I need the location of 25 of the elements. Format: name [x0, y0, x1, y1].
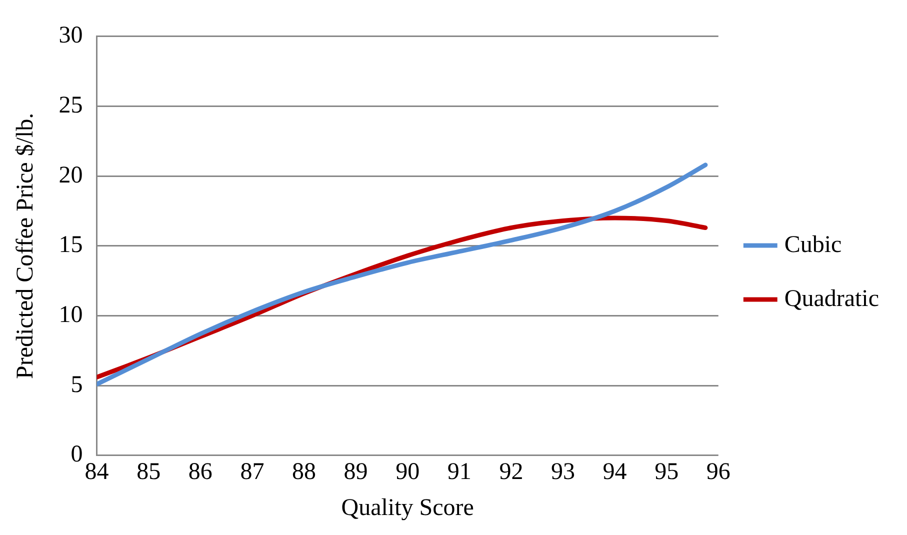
x-tick-label: 96 — [706, 459, 730, 486]
x-tick-label: 94 — [602, 459, 627, 486]
legend-label: Quadratic — [784, 286, 880, 312]
x-tick-label: 92 — [499, 459, 524, 486]
x-tick-label: 84 — [84, 459, 109, 486]
x-tick-label: 86 — [188, 459, 212, 486]
y-tick-label: 20 — [58, 162, 83, 188]
y-tick-label: 25 — [58, 92, 83, 119]
y-tick-label: 0 — [70, 442, 83, 468]
y-tick-label: 5 — [70, 372, 83, 398]
x-tick-label: 90 — [396, 459, 420, 486]
x-tick-label: 85 — [136, 459, 161, 486]
line-series — [96, 162, 708, 386]
x-tick-label: 93 — [550, 459, 575, 486]
y-axis-title: Predicted Coffee Price $/lb. — [12, 112, 39, 379]
x-tick-label: 87 — [240, 459, 264, 486]
x-axis-title: Quality Score — [341, 494, 474, 521]
x-tick-label: 89 — [344, 459, 368, 486]
x-tick-label: 91 — [447, 459, 472, 486]
y-tick-label: 30 — [58, 22, 83, 49]
y-tick-label: 15 — [58, 232, 83, 258]
x-tick-label: 88 — [292, 459, 316, 486]
x-tick-label: 95 — [654, 459, 679, 486]
y-tick-label: 10 — [58, 302, 83, 328]
legend-label: Cubic — [784, 232, 842, 258]
